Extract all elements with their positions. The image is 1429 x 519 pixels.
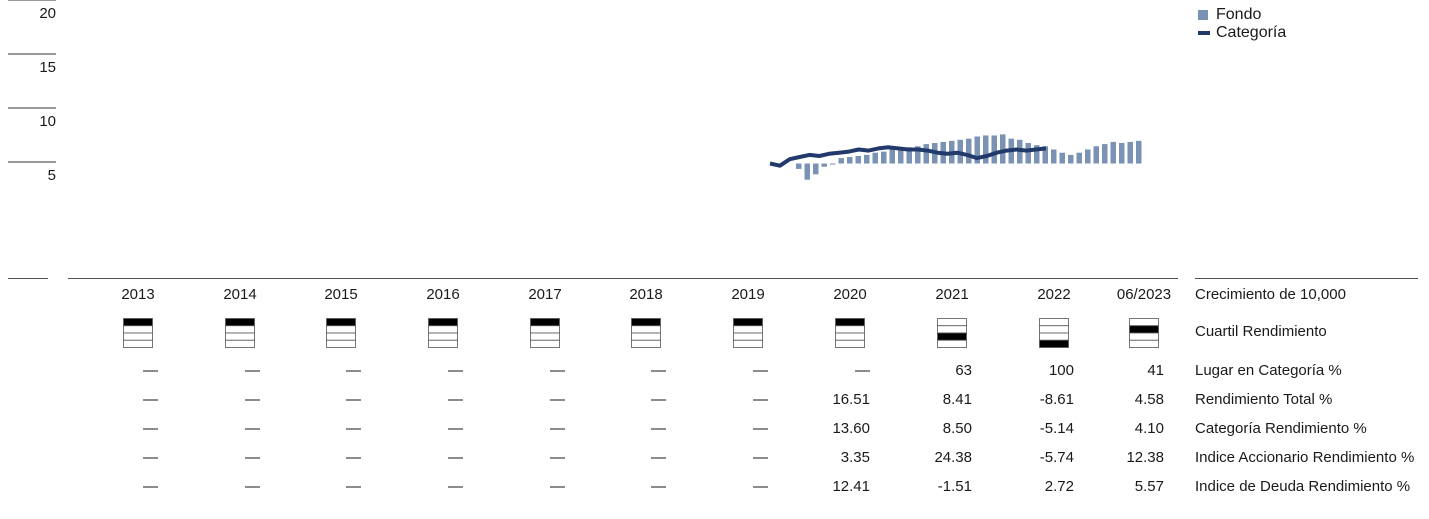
fund-bar (1034, 145, 1040, 164)
legend-label-category: Categoría (1216, 24, 1287, 41)
fund-bar (813, 163, 819, 175)
fund-bar (1136, 140, 1142, 164)
fund-bar (915, 146, 921, 164)
fund-bar (1000, 134, 1006, 164)
fund-bar (1025, 143, 1031, 164)
legend-label-fund: Fondo (1216, 6, 1262, 23)
fund-bar (804, 163, 810, 180)
fund-bar (881, 151, 887, 164)
fund-bar (983, 135, 989, 164)
legend-item-category: Categoría (1198, 24, 1286, 42)
fund-bar (872, 152, 878, 164)
fund-bar (830, 163, 836, 165)
y-tick-label: 20 (39, 5, 56, 22)
y-tick-label: 5 (48, 167, 56, 184)
fund-bar (991, 135, 997, 164)
fund-bar (889, 149, 895, 164)
fund-bar (1068, 154, 1074, 164)
fund-bar (966, 138, 972, 164)
fund-bar (1085, 149, 1091, 164)
fund-bar (923, 144, 929, 164)
fund-bar (838, 158, 844, 164)
fund-bar (1119, 143, 1125, 164)
legend-swatch-category (1198, 31, 1210, 35)
fund-bar (1102, 144, 1108, 164)
fund-bar (1093, 146, 1099, 164)
fund-bar (1042, 146, 1048, 164)
fund-bar (1059, 152, 1065, 164)
category-line (769, 145, 1047, 168)
fund-bar (1076, 152, 1082, 164)
y-tick-label: 10 (39, 113, 56, 130)
fund-bar (847, 157, 853, 164)
fund-bar (898, 148, 904, 164)
chart-legend: Fondo Categoría (1198, 6, 1286, 42)
fund-bar (821, 163, 827, 167)
fund-bar (1127, 141, 1133, 164)
fund-bar (906, 147, 912, 164)
fund-bar (1051, 149, 1057, 164)
legend-item-fund: Fondo (1198, 6, 1286, 24)
fund-bar (855, 155, 861, 164)
fund-bar (796, 163, 802, 169)
y-tick-label: 15 (39, 59, 56, 76)
fund-bar (1110, 141, 1116, 164)
fund-bar (864, 154, 870, 164)
fund-bar (974, 136, 980, 164)
legend-swatch-fund (1198, 10, 1208, 20)
